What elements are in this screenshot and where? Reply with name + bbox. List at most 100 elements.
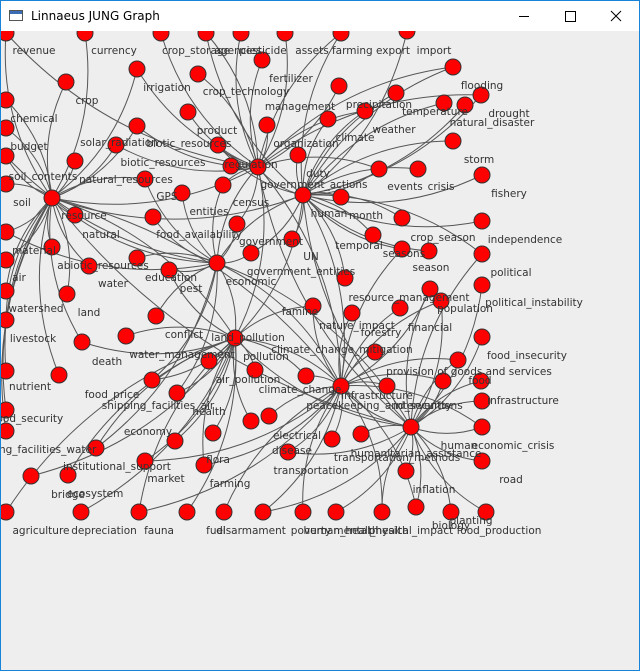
edge <box>5 99 53 199</box>
node-label: economy <box>124 426 172 438</box>
edge <box>410 359 459 428</box>
graph-node <box>1 223 15 241</box>
graph-node <box>22 467 40 485</box>
node-label: humanitarian_assistance <box>351 448 482 460</box>
edge <box>410 380 482 428</box>
edge <box>144 385 342 462</box>
edge <box>234 194 304 339</box>
edge <box>257 110 366 168</box>
graph-node <box>226 329 244 347</box>
edge <box>410 300 443 428</box>
graph-node <box>246 361 264 379</box>
node-label: fishery <box>491 188 527 200</box>
edge <box>5 155 218 264</box>
graph-node <box>294 186 312 204</box>
graph-node <box>144 208 162 226</box>
node-label: institutional_support <box>63 461 171 473</box>
graph-node <box>1 401 15 419</box>
node-label: budget <box>10 141 47 153</box>
node-label: air <box>12 272 26 284</box>
edge <box>51 176 146 199</box>
node-label: season <box>413 262 450 274</box>
node-label: precipitation <box>346 99 412 111</box>
edge <box>235 32 259 168</box>
node-label: planting <box>449 515 492 527</box>
graph-node <box>473 418 491 436</box>
edge <box>287 385 342 453</box>
edge <box>216 166 259 264</box>
node-label: livestock <box>10 333 57 345</box>
node-label: human <box>441 440 478 452</box>
graph-node <box>204 424 222 442</box>
edge <box>205 32 259 168</box>
maximize-button[interactable] <box>547 1 593 31</box>
edge <box>181 192 218 264</box>
edge <box>46 81 67 199</box>
node-label: famine <box>282 306 318 318</box>
edge <box>335 426 412 513</box>
graph-node <box>1 362 15 380</box>
graph-node <box>1 31 15 42</box>
edge <box>302 92 397 196</box>
graph-node <box>76 31 94 42</box>
graph-node <box>434 372 452 390</box>
node-label: entities <box>189 206 228 218</box>
node-label: weather <box>372 124 416 136</box>
edge <box>340 385 417 508</box>
edge <box>410 253 483 428</box>
graph-node <box>391 299 409 317</box>
edge <box>262 426 412 513</box>
node-label: storm <box>464 154 494 166</box>
edge <box>410 426 452 513</box>
edge <box>302 140 454 196</box>
graph-node <box>214 176 232 194</box>
edge <box>410 426 483 434</box>
node-label: soil_contents <box>9 171 78 183</box>
node-label: agriculture <box>13 525 70 537</box>
graph-node <box>473 212 491 230</box>
graph-node <box>136 170 154 188</box>
edge <box>115 144 259 172</box>
graph-node <box>473 452 491 470</box>
title-bar: Linnaeus JUNG Graph <box>1 1 639 31</box>
node-label: pest <box>180 283 203 295</box>
edge <box>51 194 304 220</box>
node-label: revenue <box>13 45 56 57</box>
node-label: road <box>499 474 523 486</box>
edge <box>257 66 454 168</box>
edge <box>174 337 236 442</box>
node-label: depreciation <box>71 525 137 537</box>
node-label: independence <box>488 234 563 246</box>
edge <box>138 337 236 513</box>
node-label: water <box>98 278 129 290</box>
graph-node <box>222 157 240 175</box>
node-label: import <box>417 45 452 57</box>
graph-node <box>249 158 267 176</box>
node-label: education <box>145 272 197 284</box>
node-label: temperature <box>402 106 468 118</box>
graph-node <box>1 311 15 329</box>
node-label: material <box>12 245 56 257</box>
node-label: biotic_resources <box>147 138 232 150</box>
close-button[interactable] <box>593 1 639 31</box>
graph-node <box>66 152 84 170</box>
graph-node <box>343 304 361 322</box>
node-label: disease <box>272 445 312 457</box>
graph-node <box>330 77 348 95</box>
minimize-button[interactable] <box>501 1 547 31</box>
node-label: bridge <box>51 489 85 501</box>
graph-node <box>66 206 84 224</box>
node-label: events <box>387 181 422 193</box>
edge <box>312 305 342 387</box>
node-label: climate_change <box>259 384 342 396</box>
graph-node <box>472 372 490 390</box>
graph-node <box>352 425 370 443</box>
node-label: transportation <box>273 465 348 477</box>
graph-node <box>130 503 148 521</box>
edge <box>51 197 412 428</box>
graph-node <box>283 230 301 248</box>
node-label: management <box>265 101 335 113</box>
graph-node <box>304 297 322 315</box>
edge <box>51 32 89 199</box>
edge <box>302 194 483 228</box>
